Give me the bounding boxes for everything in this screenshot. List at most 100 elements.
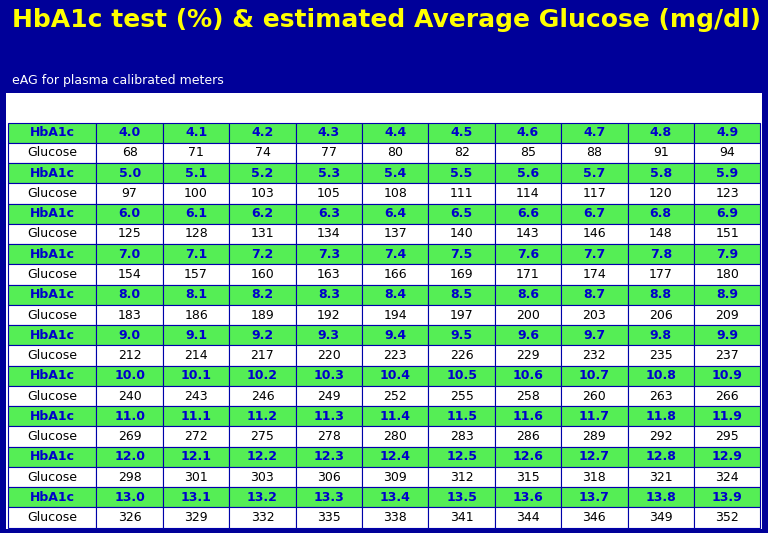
Text: 352: 352 [715,511,739,524]
Text: 9.2: 9.2 [251,329,273,342]
Text: 326: 326 [118,511,141,524]
Text: 5.0: 5.0 [118,167,141,180]
Bar [627,406,694,426]
Text: 6.8: 6.8 [650,207,672,220]
Text: HbA1c: HbA1c [30,369,74,382]
Text: 10.8: 10.8 [645,369,676,382]
Text: 10.0: 10.0 [114,369,145,382]
Text: 12.5: 12.5 [446,450,477,463]
Bar [495,406,561,426]
Text: 6.4: 6.4 [384,207,406,220]
Bar [296,325,362,345]
Bar [495,143,561,163]
Bar [362,244,429,264]
Bar [296,143,362,163]
Bar [296,487,362,507]
Bar [694,264,760,285]
Bar [97,143,163,163]
Text: 10.9: 10.9 [712,369,743,382]
Text: 312: 312 [450,471,473,483]
Text: 8.6: 8.6 [517,288,539,301]
Text: 91: 91 [653,147,669,159]
Text: 13.1: 13.1 [180,491,211,504]
Bar [694,406,760,426]
Text: 12.8: 12.8 [645,450,676,463]
Text: 12.9: 12.9 [712,450,743,463]
Bar [230,467,296,487]
Bar [97,183,163,204]
Bar [429,406,495,426]
Bar [362,224,429,244]
Bar [230,163,296,183]
Bar [561,123,627,143]
Bar [97,264,163,285]
Text: 5.9: 5.9 [716,167,738,180]
Bar [8,345,97,366]
Bar [694,244,760,264]
Text: eAG for plasma calibrated meters: eAG for plasma calibrated meters [12,74,223,87]
Bar [163,426,230,447]
Text: 289: 289 [582,430,606,443]
Bar [8,123,97,143]
Text: 11.9: 11.9 [712,410,743,423]
Bar [362,163,429,183]
Text: 9.8: 9.8 [650,329,672,342]
Bar [429,345,495,366]
Text: 97: 97 [122,187,137,200]
Bar [163,285,230,305]
Bar [230,204,296,224]
Text: 9.9: 9.9 [716,329,738,342]
Text: 295: 295 [715,430,739,443]
Bar [627,366,694,386]
Text: 114: 114 [516,187,540,200]
Text: 5.4: 5.4 [384,167,406,180]
Bar [8,366,97,386]
Text: 203: 203 [582,309,606,321]
Bar [8,224,97,244]
Text: 4.8: 4.8 [650,126,672,139]
Text: 11.8: 11.8 [645,410,676,423]
Text: 249: 249 [317,390,341,402]
Bar [163,204,230,224]
Bar [627,345,694,366]
Bar [561,163,627,183]
Text: 315: 315 [516,471,540,483]
Text: 275: 275 [250,430,274,443]
Text: 6.7: 6.7 [584,207,605,220]
Text: 243: 243 [184,390,208,402]
Text: 6.5: 6.5 [451,207,472,220]
Bar [495,163,561,183]
Bar [694,183,760,204]
Text: 298: 298 [118,471,141,483]
Text: HbA1c test (%) & estimated Average Glucose (mg/dl): HbA1c test (%) & estimated Average Gluco… [12,8,760,32]
Bar [694,163,760,183]
Bar [694,426,760,447]
Text: 157: 157 [184,268,208,281]
Bar [296,447,362,467]
Text: 143: 143 [516,228,540,240]
Text: 4.3: 4.3 [318,126,340,139]
Bar [6,93,762,529]
Bar [429,244,495,264]
Text: 272: 272 [184,430,208,443]
Text: 68: 68 [122,147,137,159]
Text: 11.0: 11.0 [114,410,145,423]
Text: 12.1: 12.1 [180,450,211,463]
Text: HbA1c: HbA1c [30,450,74,463]
Text: 6.2: 6.2 [251,207,273,220]
Text: 8.3: 8.3 [318,288,339,301]
Bar [8,264,97,285]
Bar [362,123,429,143]
Bar [561,447,627,467]
Bar [429,224,495,244]
Text: 71: 71 [188,147,204,159]
Text: 10.4: 10.4 [379,369,411,382]
Bar [429,305,495,325]
Bar [429,325,495,345]
Bar [163,406,230,426]
Text: 9.3: 9.3 [318,329,339,342]
Bar [163,123,230,143]
Bar [97,345,163,366]
Text: 9.4: 9.4 [384,329,406,342]
Bar [97,507,163,528]
